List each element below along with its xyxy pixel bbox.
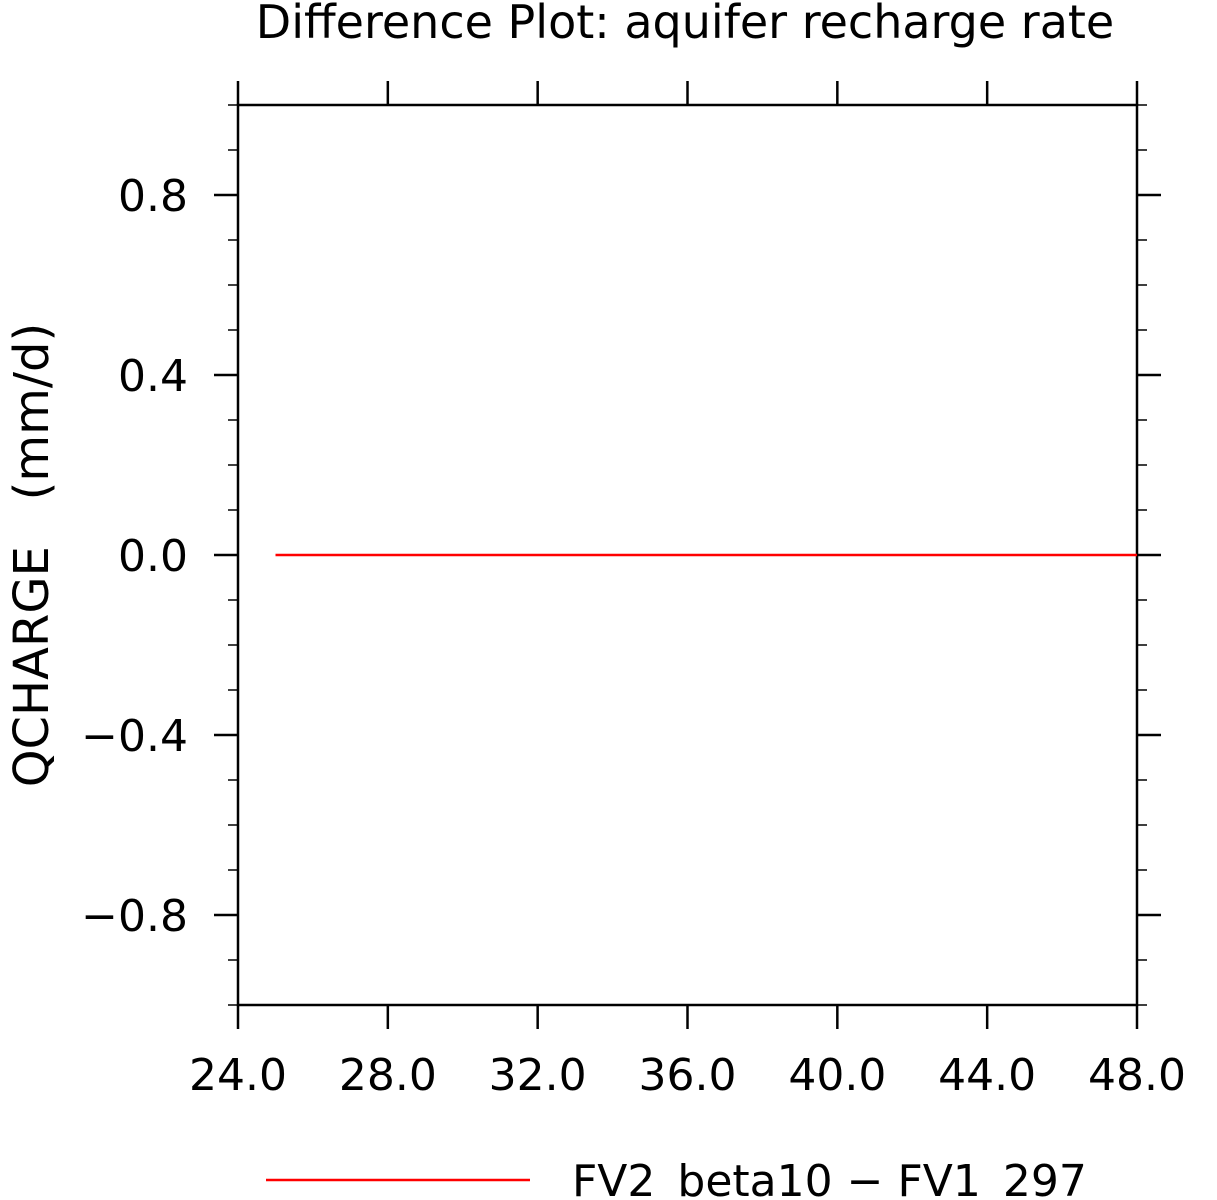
x-tick-label: 48.0 bbox=[1088, 1050, 1186, 1101]
legend: FV2_beta10 − FV1_297 bbox=[266, 1156, 1087, 1200]
x-tick-label: 40.0 bbox=[788, 1050, 886, 1101]
x-ticks bbox=[236, 81, 1139, 1029]
y-tick-label: 0.0 bbox=[118, 531, 188, 582]
legend-label: FV2_beta10 − FV1_297 bbox=[572, 1156, 1087, 1200]
y-tick-label: −0.4 bbox=[81, 711, 188, 762]
x-tick-label: 28.0 bbox=[339, 1050, 437, 1101]
y-axis-label: QCHARGE (mm/d) bbox=[4, 323, 60, 787]
x-tick-label: 32.0 bbox=[489, 1050, 587, 1101]
x-tick-labels: 24.0 28.0 32.0 36.0 40.0 44.0 48.0 bbox=[189, 1050, 1186, 1101]
x-tick-label: 36.0 bbox=[639, 1050, 737, 1101]
y-tick-label: 0.4 bbox=[118, 351, 188, 402]
y-major-ticks bbox=[214, 193, 1161, 917]
x-tick-label: 44.0 bbox=[938, 1050, 1036, 1101]
x-tick-label: 24.0 bbox=[189, 1050, 287, 1101]
y-tick-label: 0.8 bbox=[118, 171, 188, 222]
y-tick-labels: −0.8 −0.4 0.0 0.4 0.8 bbox=[81, 171, 188, 942]
chart-title: Difference Plot: aquifer recharge rate bbox=[256, 0, 1114, 49]
y-tick-label: −0.8 bbox=[81, 891, 188, 942]
